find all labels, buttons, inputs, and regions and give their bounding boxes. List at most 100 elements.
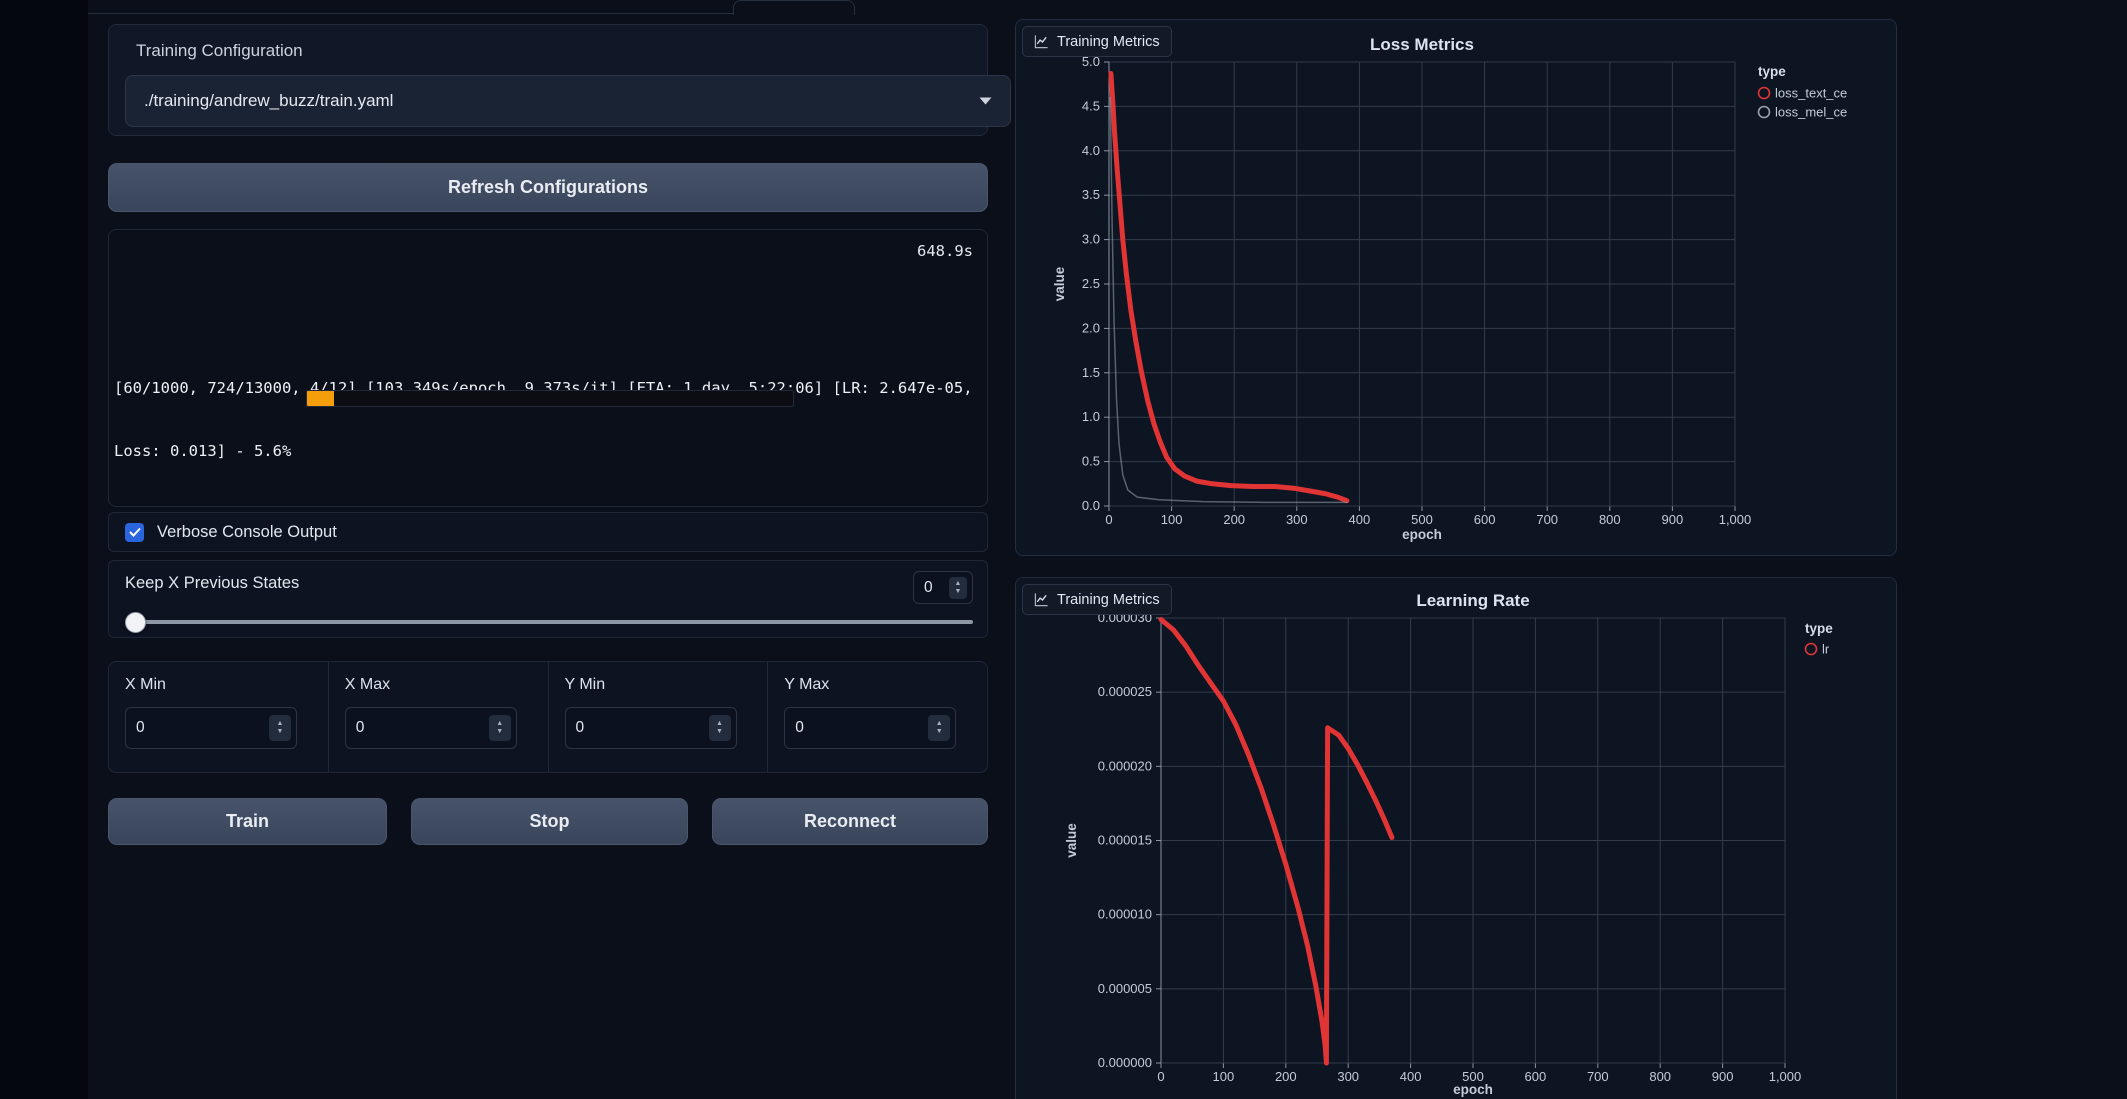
console-output-card: 648.9s [60/1000, 724/13000, 4/12] [103.3… xyxy=(108,229,988,507)
svg-text:0.000020: 0.000020 xyxy=(1098,758,1152,773)
console-log: [60/1000, 724/13000, 4/12] [103.349s/epo… xyxy=(114,336,973,504)
svg-text:600: 600 xyxy=(1525,1069,1547,1084)
log-line-1: [60/1000, 724/13000, 4/12] [103.349s/epo… xyxy=(114,379,973,397)
keep-states-slider[interactable] xyxy=(125,612,973,633)
x-max-stepper[interactable]: ▲ ▼ xyxy=(488,715,511,741)
svg-text:400: 400 xyxy=(1349,512,1371,527)
svg-text:0: 0 xyxy=(1157,1069,1164,1084)
svg-text:0.000000: 0.000000 xyxy=(1098,1055,1152,1070)
svg-text:900: 900 xyxy=(1662,512,1684,527)
svg-text:700: 700 xyxy=(1536,512,1558,527)
active-tab[interactable] xyxy=(733,0,855,15)
keep-states-value: 0 xyxy=(924,578,933,596)
x-min-stepper[interactable]: ▲ ▼ xyxy=(269,715,291,741)
svg-text:1.5: 1.5 xyxy=(1082,365,1100,380)
svg-text:0: 0 xyxy=(1105,512,1112,527)
svg-text:0.0: 0.0 xyxy=(1082,498,1100,513)
keep-states-stepper[interactable]: ▲ ▼ xyxy=(949,576,967,599)
chart-line-icon xyxy=(1034,35,1048,49)
elapsed-time: 648.9s xyxy=(917,242,973,260)
svg-text:3.5: 3.5 xyxy=(1082,187,1100,202)
y-max-input[interactable]: 0 ▲ ▼ xyxy=(784,707,957,749)
stepper-down-icon[interactable]: ▼ xyxy=(954,587,962,595)
learning-rate-card: Training Metrics 0 100 200 300 400 500 600 700 8… xyxy=(1015,577,1897,1099)
legend-swatch xyxy=(1757,105,1771,119)
svg-text:2.0: 2.0 xyxy=(1082,320,1100,335)
legend-label: loss_text_ce xyxy=(1775,86,1847,101)
stepper-up-icon[interactable]: ▲ xyxy=(954,579,962,587)
svg-text:0.000025: 0.000025 xyxy=(1098,684,1152,699)
axis-limits-card: X Min 0 ▲ ▼ X Max 0 ▲ ▼ Y Min 0 xyxy=(108,661,988,773)
svg-text:4.0: 4.0 xyxy=(1082,143,1100,158)
series-loss_mel_ce xyxy=(1109,96,1348,504)
slider-handle[interactable] xyxy=(125,612,146,633)
svg-text:0.000005: 0.000005 xyxy=(1098,981,1152,996)
slider-track[interactable] xyxy=(125,620,973,624)
stop-button[interactable]: Stop xyxy=(411,798,688,845)
y-min-stepper[interactable]: ▲ ▼ xyxy=(708,715,731,741)
limit-field-y-max: Y Max 0 ▲ ▼ xyxy=(767,662,987,772)
reconnect-button[interactable]: Reconnect xyxy=(712,798,988,845)
svg-text:800: 800 xyxy=(1599,512,1621,527)
svg-text:4.5: 4.5 xyxy=(1082,98,1100,113)
svg-text:1,000: 1,000 xyxy=(1769,1069,1802,1084)
y-axis-label: value xyxy=(1052,266,1067,301)
training-config-label: Training Configuration xyxy=(136,41,303,60)
config-dropdown-value: ./training/andrew_buzz/train.yaml xyxy=(144,91,394,110)
svg-text:500: 500 xyxy=(1462,1069,1484,1084)
training-config-card: Training Configuration ./training/andrew… xyxy=(108,24,1011,136)
stepper-up-icon[interactable]: ▲ xyxy=(496,720,504,727)
svg-text:900: 900 xyxy=(1712,1069,1734,1084)
training-metrics-tab[interactable]: Training Metrics xyxy=(1022,26,1172,57)
limit-field-x-max: X Max 0 ▲ ▼ xyxy=(327,662,548,772)
training-metrics-tab-label: Training Metrics xyxy=(1057,591,1160,608)
series-lr xyxy=(1158,617,1395,1066)
log-line-2: Loss: 0.013] - 5.6% xyxy=(114,442,292,460)
training-metrics-tab[interactable]: Training Metrics xyxy=(1022,584,1172,615)
legend-label: loss_mel_ce xyxy=(1775,105,1847,120)
top-tab-bar xyxy=(88,0,733,14)
stepper-down-icon[interactable]: ▼ xyxy=(276,728,284,735)
x-min-value: 0 xyxy=(136,719,145,736)
svg-text:100: 100 xyxy=(1213,1069,1235,1084)
window-left-edge xyxy=(0,0,88,1099)
stepper-down-icon[interactable]: ▼ xyxy=(935,728,943,735)
stepper-down-icon[interactable]: ▼ xyxy=(716,728,723,735)
train-button[interactable]: Train xyxy=(108,798,387,845)
keep-states-label: Keep X Previous States xyxy=(125,574,300,592)
training-metrics-tab-label: Training Metrics xyxy=(1057,33,1160,50)
svg-text:3.0: 3.0 xyxy=(1082,232,1100,247)
svg-text:200: 200 xyxy=(1275,1069,1297,1084)
checkmark-icon xyxy=(128,527,141,537)
svg-text:700: 700 xyxy=(1587,1069,1609,1084)
config-dropdown[interactable]: ./training/andrew_buzz/train.yaml xyxy=(125,75,1011,127)
legend-title: type xyxy=(1805,621,1833,636)
x-axis-label: epoch xyxy=(1402,527,1442,542)
x-max-input[interactable]: 0 ▲ ▼ xyxy=(344,707,517,749)
loss-metrics-chart: 0 100 200 300 400 500 600 700 800 900 1,000 0.0 0.5 1… xyxy=(1052,35,1847,542)
stepper-up-icon[interactable]: ▲ xyxy=(716,720,723,727)
chart-line-icon xyxy=(1034,593,1048,607)
verbose-checkbox[interactable] xyxy=(125,522,144,542)
verbose-checkbox-row[interactable]: Verbose Console Output xyxy=(108,512,988,552)
svg-text:200: 200 xyxy=(1223,512,1245,527)
x-axis-label: epoch xyxy=(1453,1082,1493,1097)
y-max-stepper[interactable]: ▲ ▼ xyxy=(928,715,951,741)
svg-text:500: 500 xyxy=(1411,512,1433,527)
y-min-input[interactable]: 0 ▲ ▼ xyxy=(564,707,737,749)
keep-states-input[interactable]: 0 ▲ ▼ xyxy=(913,571,973,604)
stepper-up-icon[interactable]: ▲ xyxy=(276,720,284,727)
stepper-up-icon[interactable]: ▲ xyxy=(935,720,943,727)
svg-text:0.000010: 0.000010 xyxy=(1098,907,1152,922)
x-min-label: X Min xyxy=(125,676,166,693)
y-max-label: Y Max xyxy=(784,676,830,693)
verbose-checkbox-label: Verbose Console Output xyxy=(157,522,337,541)
y-axis-label: value xyxy=(1064,823,1079,858)
x-max-value: 0 xyxy=(355,719,365,736)
refresh-configurations-button[interactable]: Refresh Configurations xyxy=(108,163,988,212)
series-loss_text_ce xyxy=(1108,71,1350,504)
stepper-down-icon[interactable]: ▼ xyxy=(496,728,504,735)
x-min-input[interactable]: 0 ▲ ▼ xyxy=(125,707,297,749)
svg-text:2.5: 2.5 xyxy=(1082,276,1100,291)
